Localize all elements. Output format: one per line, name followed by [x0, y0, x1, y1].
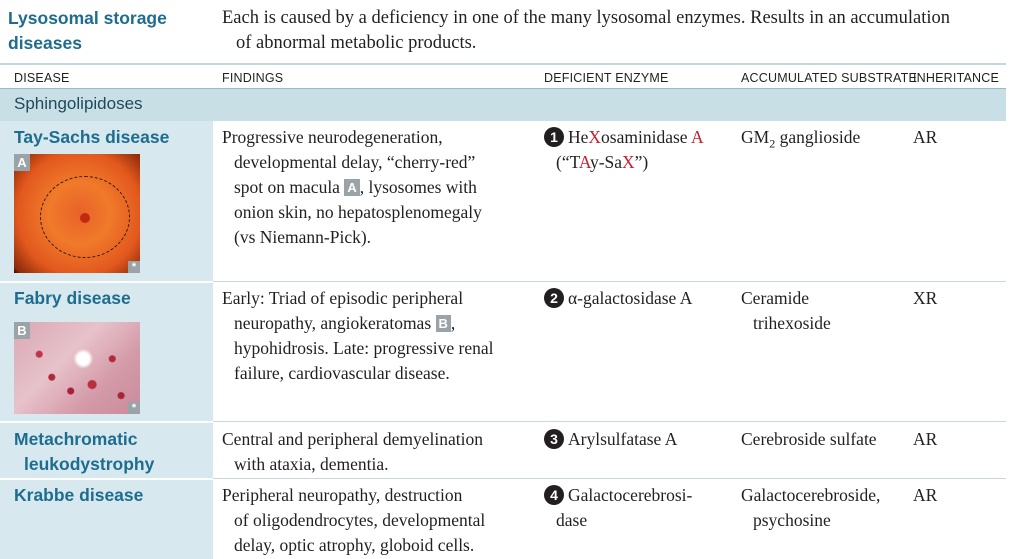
inheritance-tay-sachs: AR	[913, 127, 938, 147]
fundus-image: A *	[14, 154, 140, 273]
disease-name-fabry: Fabry disease	[14, 288, 131, 308]
angiokeratoma-image: B *	[14, 322, 140, 414]
enzyme-fabry: 2 α-galactosidase A	[544, 286, 734, 311]
row-divider	[213, 478, 1006, 479]
category-label: Sphingolipidoses	[14, 94, 143, 113]
enzyme-metachromatic-leukodystrophy: 3 Arylsulfatase A	[544, 427, 734, 452]
enzyme-number-badge: 1	[544, 127, 564, 147]
image-label: A	[14, 154, 30, 171]
findings-krabbe: Peripheral neuropathy, destruction of ol…	[222, 485, 486, 555]
disease-name-krabbe: Krabbe disease	[14, 485, 144, 505]
inheritance-metachromatic-leukodystrophy: AR	[913, 429, 938, 449]
findings-fabry: Early: Triad of episodic peripheral neur…	[222, 288, 494, 383]
enzyme-krabbe: 4 Galactocerebrosi- dase	[544, 483, 734, 533]
enzyme-number-badge: 2	[544, 288, 564, 308]
substrate-metachromatic-leukodystrophy: Cerebroside sulfate	[741, 429, 877, 449]
column-header-findings: FINDINGS	[222, 71, 284, 85]
macula-ring	[40, 176, 130, 258]
substrate-fabry: Ceramide trihexoside	[741, 288, 831, 333]
category-band	[0, 89, 1006, 121]
row-divider	[0, 281, 213, 283]
row-divider	[213, 281, 1006, 282]
findings-metachromatic-leukodystrophy: Central and peripheral demyelination wit…	[222, 429, 483, 474]
row-divider	[0, 421, 213, 423]
inheritance-fabry: XR	[913, 288, 938, 308]
column-header-substrate: ACCUMULATED SUBSTRATE	[741, 71, 917, 85]
header-divider	[0, 88, 1006, 89]
enzyme-number-badge: 4	[544, 485, 564, 505]
section-description: Each is caused by a deficiency in one of…	[222, 8, 950, 53]
top-divider	[0, 63, 1006, 65]
column-header-enzyme: DEFICIENT ENZYME	[544, 71, 669, 85]
column-header-disease: DISEASE	[14, 71, 70, 85]
enzyme-tay-sachs: 1 HeXosaminidase A (“TAy-SaX”)	[544, 125, 734, 175]
image-credit-mark: *	[128, 402, 140, 414]
substrate-krabbe: Galactocerebroside, psychosine	[741, 485, 881, 530]
row-divider	[213, 421, 1006, 422]
row-divider	[0, 478, 213, 480]
findings-tay-sachs: Progressive neurodegeneration, developme…	[222, 127, 482, 247]
inheritance-krabbe: AR	[913, 485, 938, 505]
disease-name-tay-sachs: Tay-Sachs disease	[14, 127, 170, 147]
column-header-inheritance: INHERITANCE	[913, 71, 1000, 85]
section-title: Lysosomal storage diseases	[8, 8, 167, 53]
figure-ref-badge: B	[435, 315, 451, 332]
figure-ref-badge: A	[344, 179, 360, 196]
substrate-tay-sachs: GM2 ganglioside	[741, 127, 861, 151]
image-label: B	[14, 322, 30, 339]
disease-name-metachromatic-leukodystrophy: Metachromatic leukodystrophy	[14, 429, 155, 474]
image-credit-mark: *	[128, 261, 140, 273]
enzyme-number-badge: 3	[544, 429, 564, 449]
cherry-red-spot	[80, 213, 90, 223]
